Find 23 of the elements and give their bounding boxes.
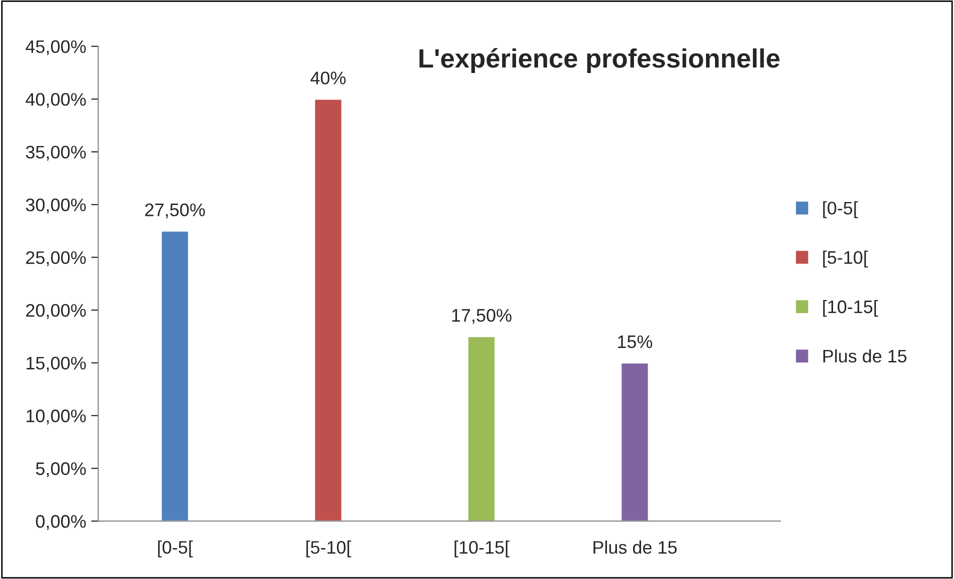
y-tick-label: 25,00% [26, 251, 86, 266]
legend-label: [0-5[ [823, 201, 858, 218]
data-label: 27,50% [145, 203, 205, 218]
y-tick-label: 0,00% [36, 515, 86, 530]
y-tick-label: 45,00% [26, 40, 86, 56]
y-tick-label: 30,00% [26, 198, 86, 214]
data-label: 40% [310, 72, 346, 84]
y-tick-label: 5,00% [36, 462, 86, 478]
legend-label: [10-15[ [823, 300, 878, 317]
chart-title: L'expérience professionnelle [420, 48, 780, 73]
data-label: 17,50% [452, 309, 512, 324]
y-tick-label: 40,00% [26, 93, 86, 108]
y-tick-label: 20,00% [26, 304, 86, 319]
y-tick-label: 35,00% [26, 146, 86, 161]
x-tick-label: Plus de 15 [594, 540, 677, 554]
y-tick-label: 10,00% [26, 410, 86, 424]
y-tick-label: 15,00% [26, 356, 86, 372]
x-tick-label: [10-15[ [454, 540, 510, 558]
x-tick-label: [5-10[ [306, 540, 352, 558]
legend-label: [5-10[ [823, 250, 868, 268]
legend-label: Plus de 15 [823, 349, 906, 363]
x-tick-label: [0-5[ [158, 540, 193, 558]
data-label: 15% [618, 335, 652, 348]
